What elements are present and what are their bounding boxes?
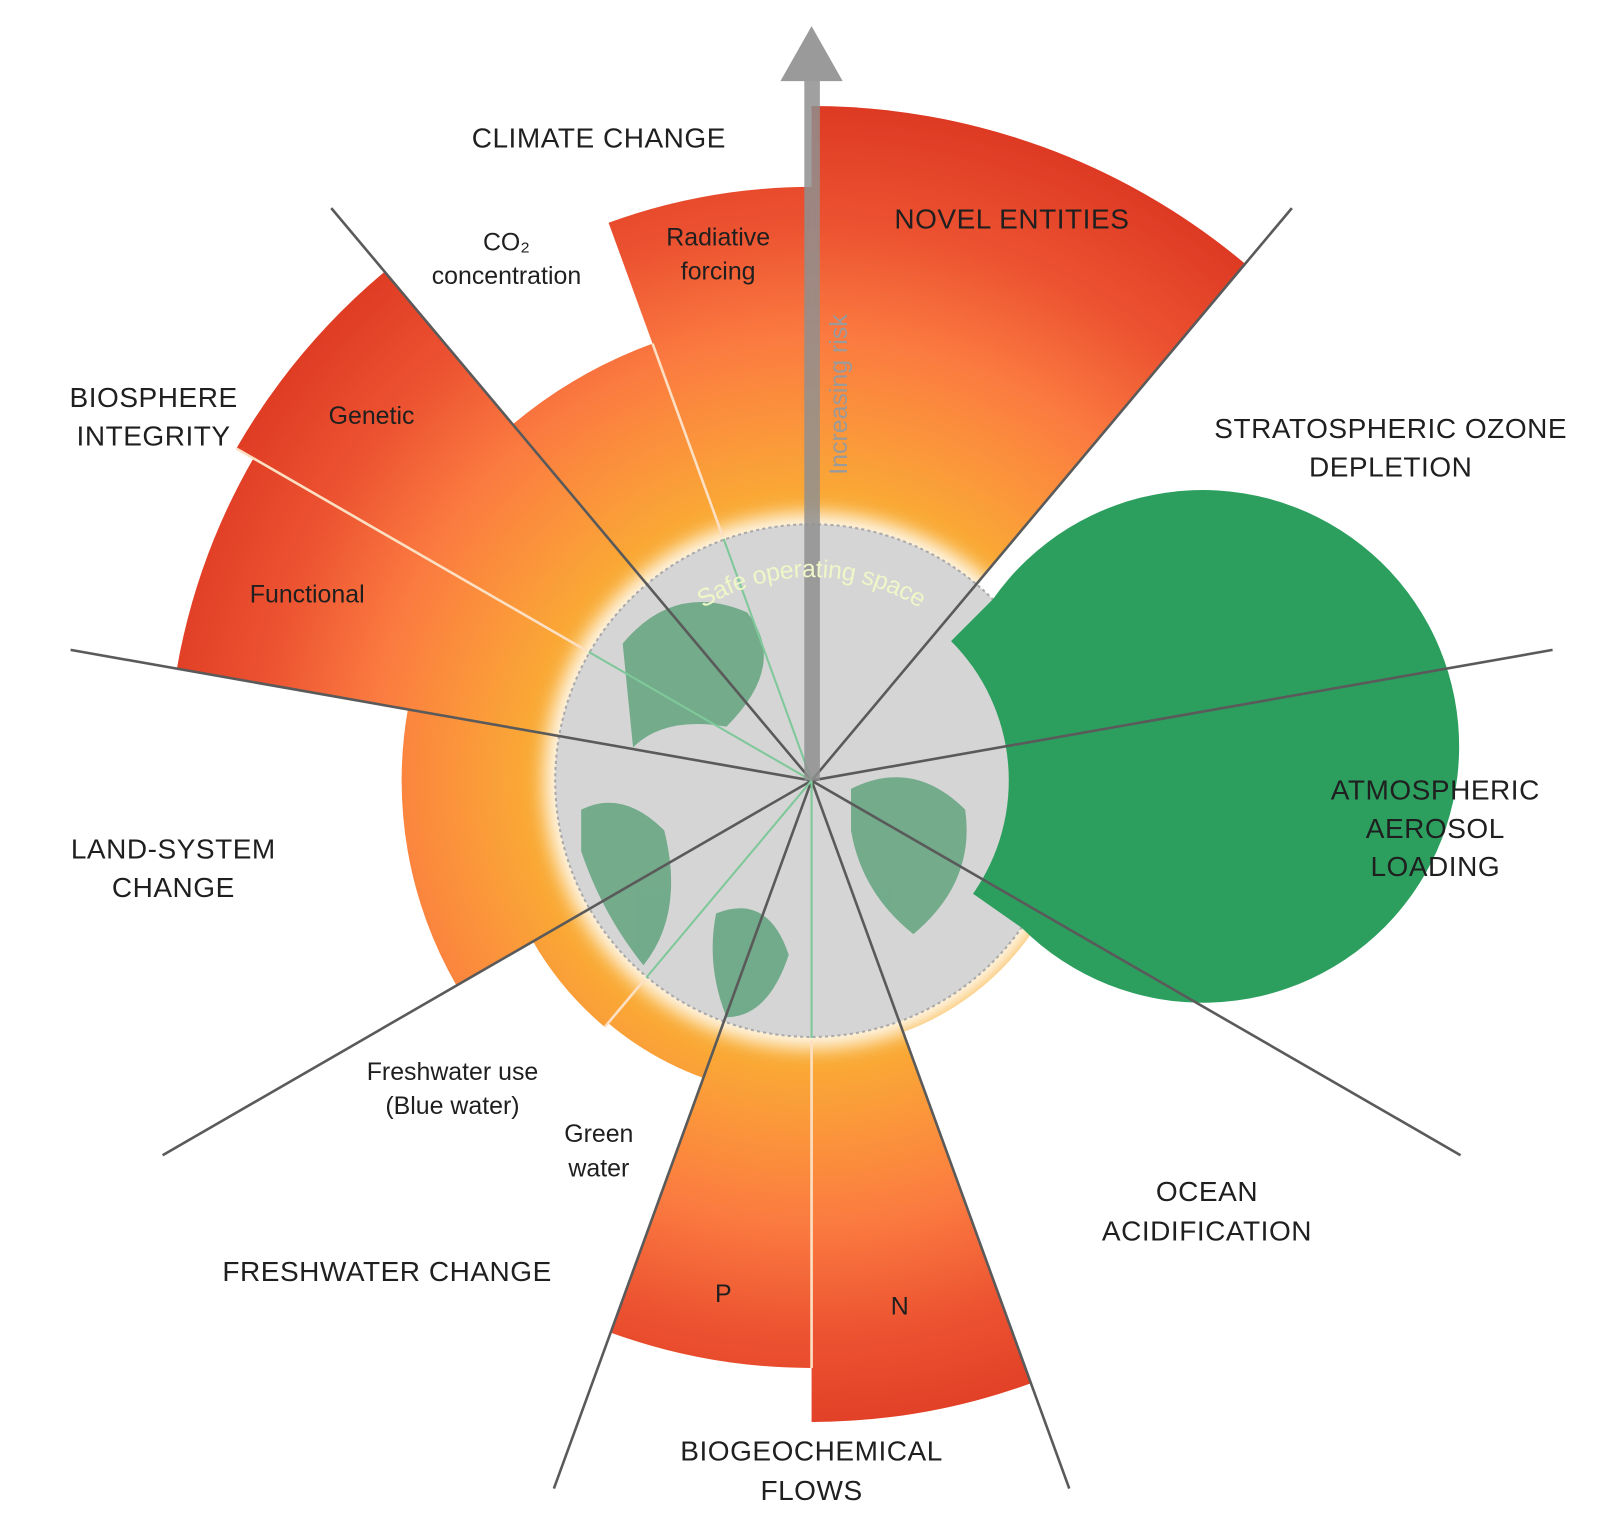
divider-line [810,780,1071,1490]
boundary-title: OCEAN [1156,1176,1258,1207]
component-label: CO₂ [483,229,530,257]
component-label: N [891,1292,909,1320]
boundary-title: ACIDIFICATION [1102,1215,1312,1246]
axis-label: Increasing risk [825,314,853,475]
divider-line [810,207,1293,782]
component-label: forcing [681,258,756,286]
divider-line [552,780,813,1490]
divider-line [161,779,813,1157]
boundary-title: BIOGEOCHEMICAL [680,1435,943,1466]
boundary-title: DEPLETION [1309,452,1472,483]
component-label: Genetic [329,402,415,430]
component-label: Functional [250,580,365,608]
sub-divider-line [603,978,646,1028]
continents [581,602,967,1018]
boundary-title: STRATOSPHERIC OZONE [1214,413,1567,444]
component-label: concentration [432,262,581,290]
boundary-title: LAND-SYSTEM [71,834,276,865]
safe-operating-space [951,490,1460,1003]
sub-divider-line [651,343,725,538]
sub-divider-inner [588,650,813,782]
boundary-title: ATMOSPHERIC [1331,774,1540,805]
boundary-title: FRESHWATER CHANGE [222,1256,551,1287]
component-label: water [567,1154,629,1182]
boundary-title: FLOWS [760,1475,862,1506]
component-label: Freshwater use [367,1058,539,1086]
boundary-title: INTEGRITY [77,420,231,451]
sub-divider-line [235,447,588,652]
risk-arrow [780,26,843,781]
boundary-title: BIOSPHERE [70,382,238,413]
dividers [70,207,1553,1490]
sub-divider-inner [722,538,813,781]
boundary-title: CHANGE [112,872,235,903]
divider-line [810,779,1462,1157]
boundary-title: LOADING [1370,851,1500,882]
boundary-title: AEROSOL [1366,813,1505,844]
component-label: Green [564,1120,633,1148]
sub-divider-inner [645,779,813,979]
boundary-title: CLIMATE CHANGE [472,123,726,154]
component-label: (Blue water) [385,1092,519,1120]
divider-line [330,207,813,782]
divider-line [811,648,1553,782]
component-label: P [715,1280,732,1308]
component-label: Radiative [666,223,770,251]
divider-line [70,648,812,782]
boundary-title: NOVEL ENTITIES [894,204,1129,235]
